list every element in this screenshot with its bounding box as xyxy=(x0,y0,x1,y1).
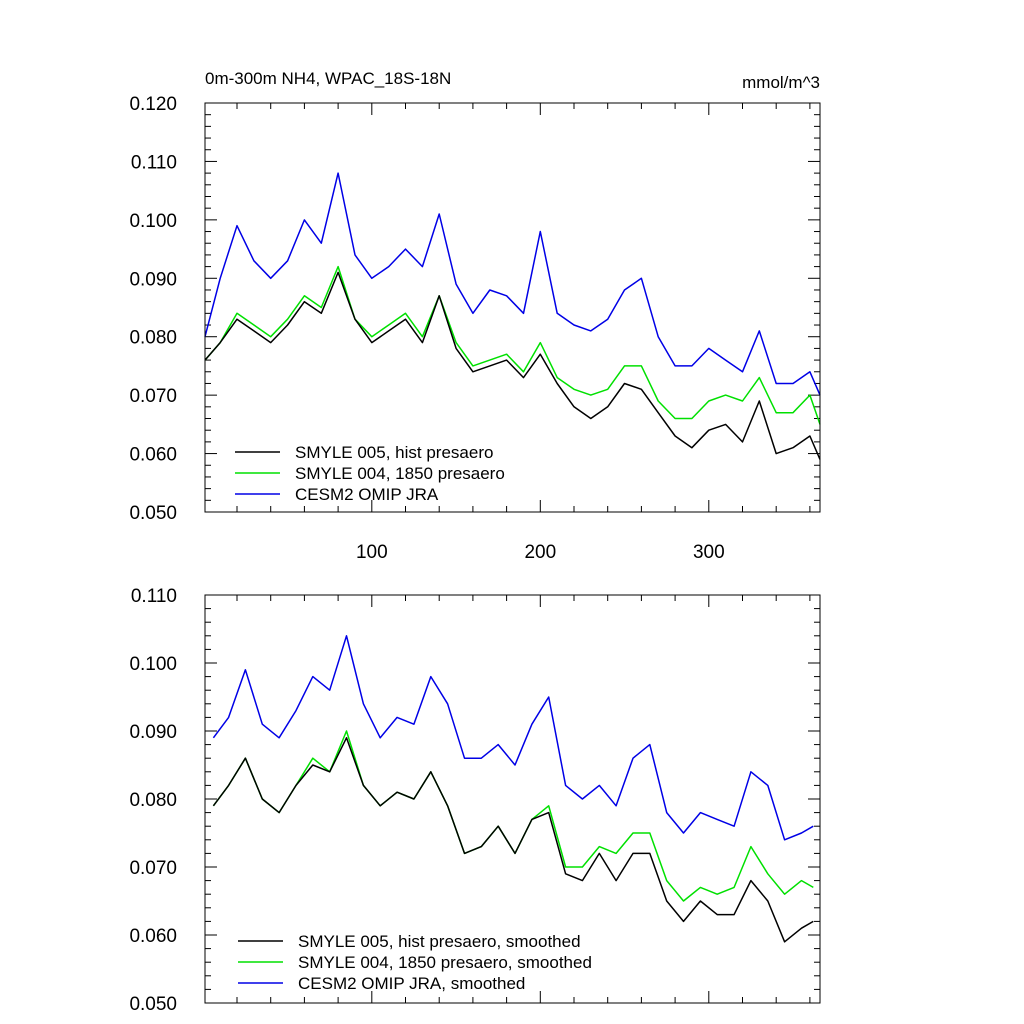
top-panel-ticks xyxy=(205,102,820,513)
legend-label: CESM2 OMIP JRA xyxy=(295,485,439,504)
legend-label: SMYLE 005, hist presaero xyxy=(295,443,493,462)
y-tick-label: 0.080 xyxy=(129,328,177,349)
top-panel-title: 0m-300m NH4, WPAC_18S-18N xyxy=(205,69,451,88)
y-tick-label: 0.070 xyxy=(129,858,177,879)
y-tick-label: 0.110 xyxy=(131,586,177,607)
top-panel-frame xyxy=(204,102,821,513)
legend-label: SMYLE 005, hist presaero, smoothed xyxy=(298,932,581,951)
bottom-panel-legend: SMYLE 005, hist presaero, smoothed SMYLE … xyxy=(238,932,592,993)
y-tick-label: 0.120 xyxy=(129,94,177,115)
x-tick-label: 200 xyxy=(524,542,556,563)
y-tick-label: 0.100 xyxy=(129,654,177,675)
bottom-panel-y-tick-labels: 0.050 0.060 0.070 0.080 0.090 0.100 0.110 xyxy=(129,586,177,1015)
series-line-2 xyxy=(212,635,814,841)
legend-label: SMYLE 004, 1850 presaero, smoothed xyxy=(298,953,592,972)
y-tick-label: 0.090 xyxy=(129,269,177,290)
series-line-0 xyxy=(212,737,814,943)
series-line-1 xyxy=(212,730,814,902)
series-line-2 xyxy=(204,172,821,396)
y-tick-label: 0.080 xyxy=(129,790,177,811)
y-tick-label: 0.110 xyxy=(131,152,177,173)
y-tick-label: 0.090 xyxy=(129,722,177,743)
y-tick-label: 0.100 xyxy=(129,211,177,232)
bottom-panel-ticks xyxy=(205,594,820,1004)
y-tick-label: 0.060 xyxy=(129,445,177,466)
top-panel-x-tick-labels: 100 200 300 xyxy=(356,542,725,563)
legend-label: SMYLE 004, 1850 presaero xyxy=(295,464,505,483)
series-line-0 xyxy=(204,271,821,460)
bottom-panel-lines xyxy=(212,635,814,943)
top-panel-units: mmol/m^3 xyxy=(742,73,820,92)
y-tick-label: 0.050 xyxy=(129,503,177,524)
legend-label: CESM2 OMIP JRA, smoothed xyxy=(298,974,525,993)
bottom-panel-frame xyxy=(204,594,821,1004)
y-tick-label: 0.060 xyxy=(129,926,177,947)
top-panel: 0m-300m NH4, WPAC_18S-18N mmol/m^3 0.050… xyxy=(129,69,821,563)
bottom-panel: 0.050 0.060 0.070 0.080 0.090 0.100 0.110 SMYL… xyxy=(129,586,821,1015)
x-tick-label: 300 xyxy=(693,542,725,563)
top-panel-lines xyxy=(204,172,821,460)
series-line-1 xyxy=(204,265,821,425)
top-panel-y-tick-labels: 0.050 0.060 0.070 0.080 0.090 0.100 0.110 0.120 xyxy=(129,94,177,524)
x-tick-label: 100 xyxy=(356,542,388,563)
top-panel-legend: SMYLE 005, hist presaero SMYLE 004, 1850 … xyxy=(235,443,505,504)
y-tick-label: 0.070 xyxy=(129,386,177,407)
y-tick-label: 0.050 xyxy=(129,994,177,1015)
